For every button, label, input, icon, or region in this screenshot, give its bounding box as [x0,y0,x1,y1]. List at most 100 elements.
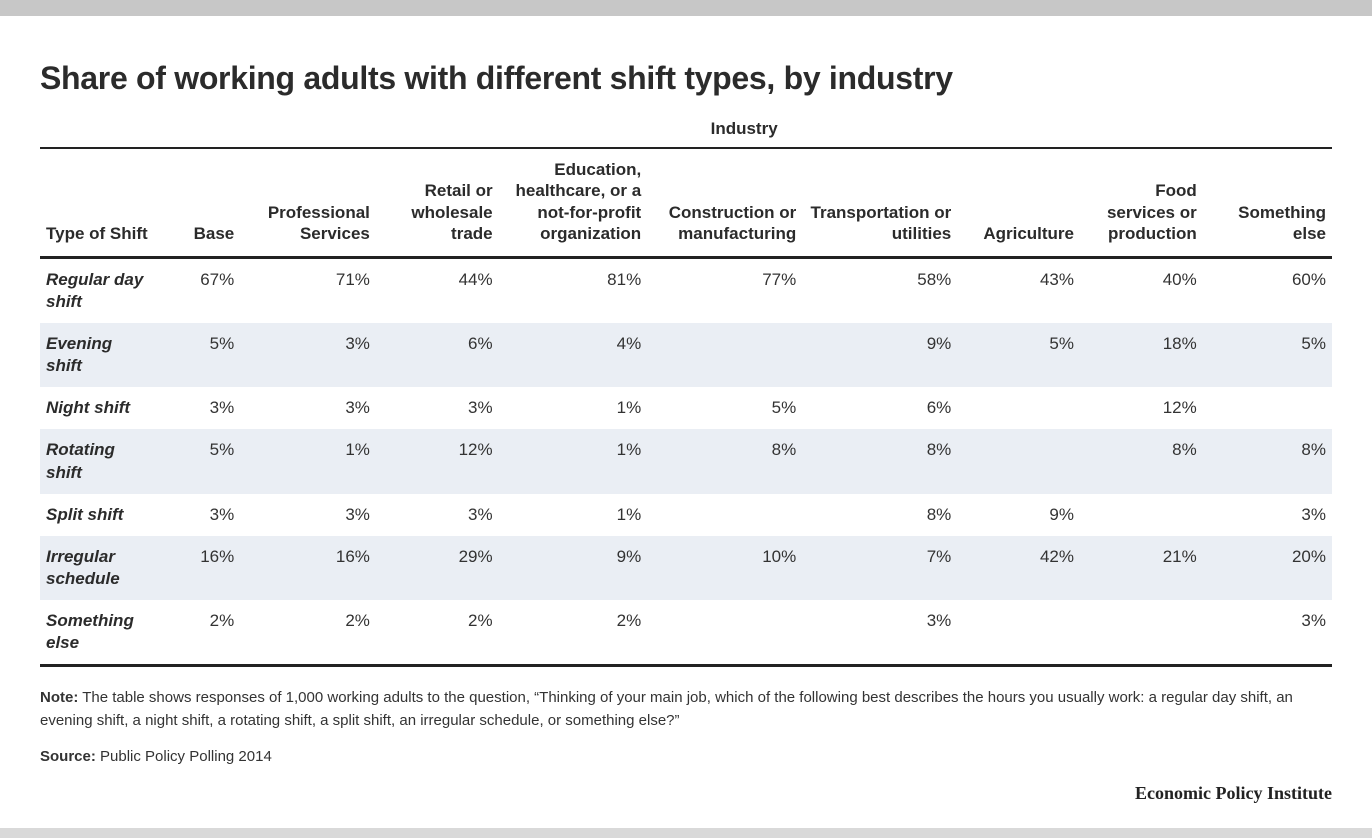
super-header-industry: Industry [156,119,1332,148]
data-cell: 9% [802,323,957,387]
row-label: Rotating shift [40,429,156,493]
data-cell: 3% [1203,494,1332,536]
col-header: Agriculture [957,148,1080,258]
data-cell: 9% [499,536,648,600]
content-panel: Share of working adults with different s… [0,16,1372,828]
table-row: Rotating shift5%1%12%1%8%8%8%8% [40,429,1332,493]
row-label: Evening shift [40,323,156,387]
data-cell: 8% [1203,429,1332,493]
col-header: Base [156,148,240,258]
data-cell: 7% [802,536,957,600]
data-cell: 5% [647,387,802,429]
data-cell: 2% [376,600,499,666]
data-cell: 5% [957,323,1080,387]
data-cell: 3% [156,494,240,536]
data-cell [957,429,1080,493]
data-cell: 6% [376,323,499,387]
data-cell: 21% [1080,536,1203,600]
data-cell: 8% [802,429,957,493]
data-cell: 18% [1080,323,1203,387]
row-label: Night shift [40,387,156,429]
source-label: Source: [40,748,96,765]
row-label: Split shift [40,494,156,536]
table-row: Irregular schedule16%16%29%9%10%7%42%21%… [40,536,1332,600]
data-cell: 1% [499,429,648,493]
note-text: The table shows responses of 1,000 worki… [40,689,1293,729]
row-header-col: Type of Shift [40,148,156,258]
table-super-header-row: Industry [40,119,1332,148]
col-header: Construction or manufacturing [647,148,802,258]
data-cell: 2% [499,600,648,666]
data-cell [647,323,802,387]
data-cell: 40% [1080,258,1203,324]
data-cell: 42% [957,536,1080,600]
data-cell: 12% [376,429,499,493]
data-cell: 77% [647,258,802,324]
data-cell: 3% [240,387,376,429]
data-cell: 3% [376,494,499,536]
col-header: Professional Services [240,148,376,258]
col-header: Food services or production [1080,148,1203,258]
note-label: Note: [40,689,78,706]
table-row: Regular day shift67%71%44%81%77%58%43%40… [40,258,1332,324]
data-cell: 2% [156,600,240,666]
source-line: Source: Public Policy Polling 2014 [40,746,1332,769]
data-cell: 3% [376,387,499,429]
data-cell: 16% [156,536,240,600]
table-row: Split shift3%3%3%1%8%9%3% [40,494,1332,536]
chart-title: Share of working adults with different s… [40,60,1332,97]
footnotes: Note: The table shows responses of 1,000… [40,687,1332,769]
data-cell: 12% [1080,387,1203,429]
top-bar [0,0,1372,16]
data-cell: 8% [1080,429,1203,493]
data-cell [647,494,802,536]
table-header-row: Type of ShiftBaseProfessional ServicesRe… [40,148,1332,258]
data-cell [1203,387,1332,429]
data-cell: 81% [499,258,648,324]
data-cell: 60% [1203,258,1332,324]
data-cell [1080,600,1203,666]
table-row: Evening shift5%3%6%4%9%5%18%5% [40,323,1332,387]
data-cell: 3% [1203,600,1332,666]
attribution: Economic Policy Institute [40,783,1332,804]
data-cell: 2% [240,600,376,666]
data-cell: 1% [240,429,376,493]
bottom-bar [0,828,1372,838]
data-cell: 1% [499,387,648,429]
data-table: Industry Type of ShiftBaseProfessional S… [40,119,1332,667]
data-cell [957,387,1080,429]
data-cell: 6% [802,387,957,429]
row-label: Regular day shift [40,258,156,324]
col-header: Transportation or utilities [802,148,957,258]
col-header: Retail or wholesale trade [376,148,499,258]
table-row: Night shift3%3%3%1%5%6%12% [40,387,1332,429]
row-label: Irregular schedule [40,536,156,600]
data-cell: 8% [647,429,802,493]
data-cell: 3% [240,323,376,387]
data-cell: 5% [156,429,240,493]
data-cell: 20% [1203,536,1332,600]
data-cell [1080,494,1203,536]
data-cell [957,600,1080,666]
data-cell: 3% [156,387,240,429]
data-cell: 29% [376,536,499,600]
col-header: Something else [1203,148,1332,258]
super-header-blank [40,119,156,148]
data-cell: 67% [156,258,240,324]
col-header: Education, healthcare, or a not-for-prof… [499,148,648,258]
data-cell: 10% [647,536,802,600]
data-cell: 58% [802,258,957,324]
data-cell: 16% [240,536,376,600]
data-cell: 43% [957,258,1080,324]
data-cell: 44% [376,258,499,324]
data-cell: 5% [1203,323,1332,387]
data-cell: 4% [499,323,648,387]
data-cell: 1% [499,494,648,536]
table-row: Something else2%2%2%2%3%3% [40,600,1332,666]
data-cell: 71% [240,258,376,324]
row-label: Something else [40,600,156,666]
data-cell: 3% [240,494,376,536]
data-cell: 5% [156,323,240,387]
data-cell: 8% [802,494,957,536]
data-cell: 3% [802,600,957,666]
